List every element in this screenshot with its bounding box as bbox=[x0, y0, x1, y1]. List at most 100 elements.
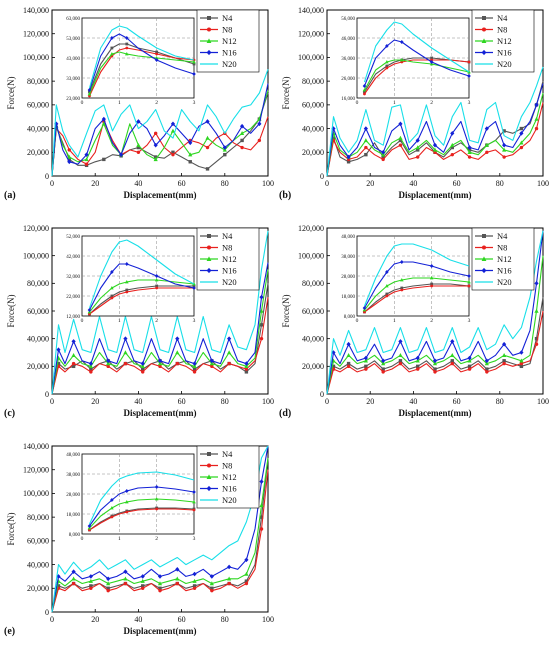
series-n20 bbox=[326, 66, 544, 177]
data-point-n8 bbox=[123, 581, 128, 586]
y-tick-label: 40,000 bbox=[27, 334, 49, 343]
data-point-n12 bbox=[192, 364, 197, 369]
y-tick-label: 100,000 bbox=[23, 53, 49, 62]
y-tick-label: 60,000 bbox=[302, 101, 324, 110]
inset-data-point-n16 bbox=[125, 36, 129, 40]
inset-y-tick-label: 48,000 bbox=[66, 453, 80, 458]
series-line-n20 bbox=[326, 66, 544, 177]
data-point-n8 bbox=[175, 361, 179, 366]
inset--d-: 8,000 18,000 28,000 38,000 48,000 0 1 2 3 bbox=[341, 235, 471, 324]
y-tick-label: 60,000 bbox=[27, 101, 49, 110]
inset-y-tick-label: 23,000 bbox=[66, 97, 80, 102]
data-point-n12 bbox=[205, 135, 210, 140]
x-tick-label: 40 bbox=[134, 397, 142, 406]
inset-data-point-n12 bbox=[385, 284, 389, 288]
inset-data-point-n16 bbox=[87, 88, 92, 92]
legend-marker-n8 bbox=[207, 27, 211, 32]
x-tick-label: 40 bbox=[134, 615, 142, 624]
inset-data-point-n16 bbox=[362, 306, 367, 310]
inset-data-point-n12 bbox=[110, 506, 114, 510]
x-tick-label: 0 bbox=[325, 397, 329, 406]
y-tick-label: 0 bbox=[45, 390, 49, 399]
legend-label-n4: N4 bbox=[222, 449, 233, 459]
data-point-n16 bbox=[484, 358, 489, 364]
inset-data-point-n8 bbox=[467, 284, 471, 288]
data-point-n16 bbox=[239, 123, 245, 129]
legend-label-n20: N20 bbox=[497, 277, 512, 287]
inset-x-tick-label: 2 bbox=[155, 100, 158, 106]
y-tick-label: 20,000 bbox=[27, 148, 49, 157]
inset-data-point-n4 bbox=[125, 288, 129, 292]
legend-label-n4: N4 bbox=[222, 231, 233, 241]
legend-label-n12: N12 bbox=[222, 472, 237, 482]
data-point-n8 bbox=[467, 155, 472, 159]
x-tick-label: 60 bbox=[453, 397, 461, 406]
y-tick-label: 20,000 bbox=[27, 362, 49, 371]
y-axis-label: Force(N) bbox=[6, 295, 16, 328]
x-tick-label: 20 bbox=[91, 615, 99, 624]
inset-y-tick-label: 38,000 bbox=[341, 255, 355, 260]
inset-x-tick-label: 0 bbox=[81, 536, 84, 542]
inset-data-point-n16 bbox=[125, 489, 129, 493]
y-tick-label: 80,000 bbox=[27, 279, 49, 288]
legend-marker-n12 bbox=[481, 38, 487, 43]
y-tick-label: 120,000 bbox=[23, 224, 49, 233]
inset-series-line-n20 bbox=[363, 243, 470, 307]
data-point-n12 bbox=[153, 157, 158, 162]
y-tick-label: 20,000 bbox=[302, 362, 324, 371]
data-point-n8 bbox=[153, 131, 158, 136]
x-tick-label: 60 bbox=[178, 179, 186, 188]
x-tick-label: 100 bbox=[262, 615, 274, 624]
data-point-n12 bbox=[432, 361, 438, 366]
data-point-n8 bbox=[141, 370, 145, 374]
y-tick-label: 140,000 bbox=[23, 6, 49, 15]
data-point-n12 bbox=[398, 135, 403, 140]
x-tick-label: 80 bbox=[496, 397, 504, 406]
y-tick-label: 140,000 bbox=[23, 442, 49, 451]
data-point-n4 bbox=[56, 584, 61, 588]
inset-data-point-n16 bbox=[110, 36, 114, 40]
inset-x-tick-label: 2 bbox=[430, 100, 433, 106]
data-point-n16 bbox=[209, 358, 214, 364]
legend-label-n12: N12 bbox=[222, 36, 237, 46]
data-point-n12 bbox=[259, 502, 264, 507]
series-n20 bbox=[51, 230, 269, 395]
data-point-n16 bbox=[88, 361, 93, 366]
data-point-n12 bbox=[346, 352, 351, 357]
data-point-n12 bbox=[67, 154, 72, 159]
data-point-n8 bbox=[240, 145, 244, 150]
legend-label-n16: N16 bbox=[222, 48, 237, 58]
y-tick-label: 80,000 bbox=[302, 77, 324, 86]
inset-data-point-n12 bbox=[429, 276, 434, 280]
inset-data-point-n16 bbox=[385, 44, 389, 48]
legend-marker-n8 bbox=[482, 27, 486, 32]
legend-label-n4: N4 bbox=[222, 13, 233, 23]
data-point-n12 bbox=[88, 364, 93, 369]
data-point-n12 bbox=[209, 581, 214, 586]
inset-y-tick-label: 26,000 bbox=[341, 77, 355, 82]
inset-data-point-n4 bbox=[385, 292, 389, 296]
data-point-n12 bbox=[106, 581, 111, 586]
legend-label-n16: N16 bbox=[497, 266, 512, 276]
data-point-n8 bbox=[398, 361, 403, 366]
legend-label-n8: N8 bbox=[222, 25, 232, 35]
data-point-n12 bbox=[140, 364, 145, 369]
inset-y-tick-label: 28,000 bbox=[66, 493, 80, 498]
inset-data-point-n12 bbox=[125, 500, 129, 504]
data-point-n12 bbox=[534, 308, 539, 313]
inset-data-point-n4 bbox=[155, 50, 159, 54]
data-point-n8 bbox=[244, 367, 249, 371]
data-point-n8 bbox=[257, 138, 262, 143]
inset-data-point-n4 bbox=[400, 286, 404, 290]
data-point-n16 bbox=[502, 142, 507, 148]
data-point-n16 bbox=[140, 574, 145, 579]
series-line-n20 bbox=[51, 69, 269, 177]
y-tick-label: 100,000 bbox=[298, 53, 324, 62]
data-point-n16 bbox=[363, 126, 368, 131]
y-tick-label: 60,000 bbox=[27, 537, 49, 546]
data-point-n4 bbox=[450, 359, 454, 363]
legend-label-n8: N8 bbox=[222, 243, 232, 253]
inset-data-point-n12 bbox=[154, 56, 159, 60]
panel-label: (d) bbox=[279, 408, 291, 419]
